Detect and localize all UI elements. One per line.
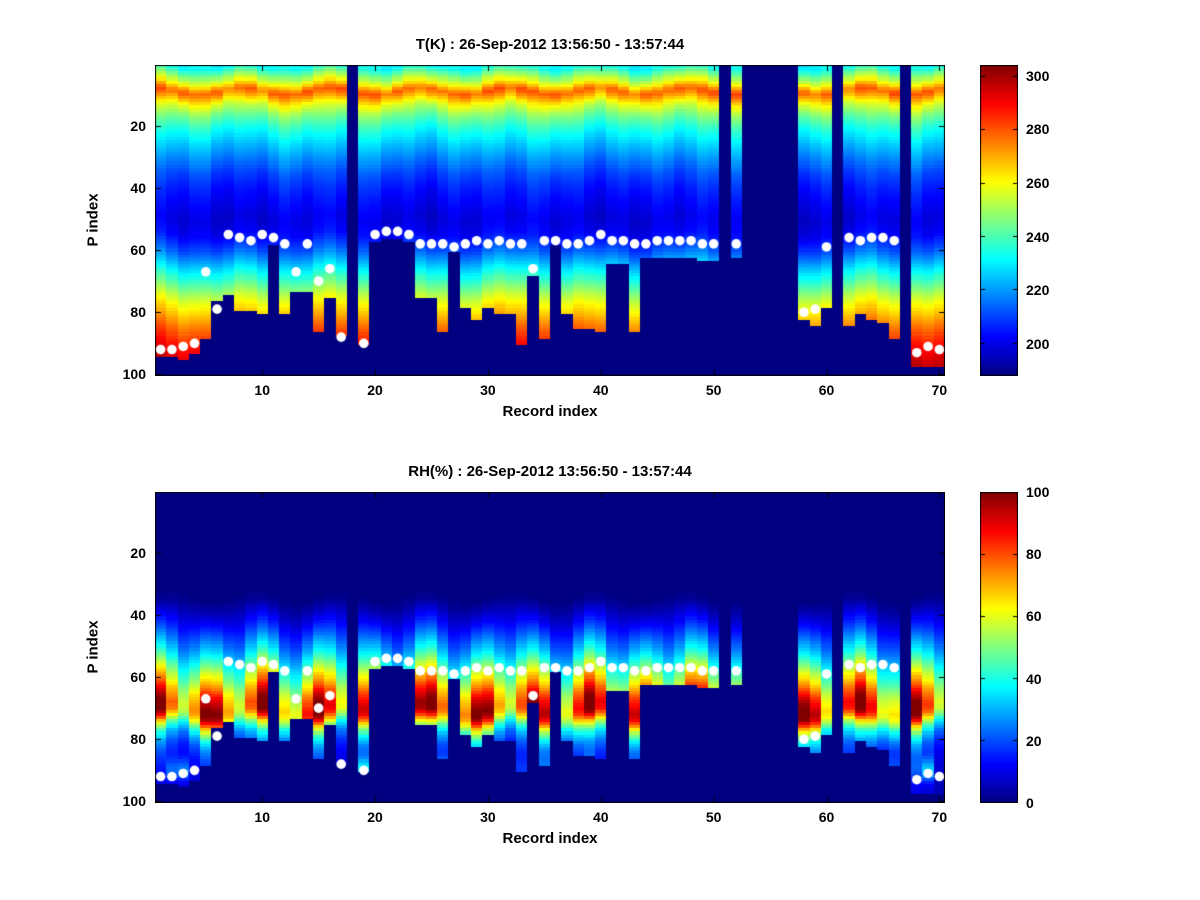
humidity-y-axis-label: P index [84,620,102,674]
humidity-colorbar [980,492,1018,803]
temperature-colorbar-tick-label: 200 [1026,335,1050,352]
relative_humidity-colorbar-tick-label: 60 [1026,608,1042,625]
relative_humidity-y-tick-label: 60 [130,669,146,686]
relative_humidity-x-tick-label: 60 [818,809,835,825]
relative_humidity-y-tick-label: 20 [130,544,146,561]
temperature-colorbar-tick-label: 240 [1026,228,1050,245]
humidity-plot-title: RH(%) : 26-Sep-2012 13:56:50 - 13:57:44 [408,463,692,480]
temperature-y-tick-label: 20 [130,117,146,134]
humidity-x-axis-label: Record index [502,830,598,847]
relative_humidity-colorbar-tick-label: 0 [1026,795,1034,811]
temperature-colorbar-tick-label: 260 [1026,174,1050,191]
temperature-colorbar [980,65,1018,376]
temperature-x-tick-label: 60 [818,382,835,398]
temperature-x-tick-label: 10 [254,382,270,398]
relative_humidity-colorbar-tick-label: 40 [1026,670,1042,687]
temperature-colorbar-tick-label: 300 [1026,67,1050,84]
temperature-x-tick-label: 50 [705,382,722,398]
relative_humidity-x-tick-label: 40 [592,809,609,825]
temperature-x-tick-label: 70 [931,382,948,398]
temperature-y-tick-label: 100 [122,366,146,383]
relative_humidity-y-tick-label: 100 [122,793,146,810]
temperature-y-tick-label: 60 [130,242,146,259]
temperature-y-tick-label: 80 [130,304,146,321]
temperature-y-axis-label: P index [84,193,102,247]
relative_humidity-colorbar-tick-label: 80 [1026,546,1042,563]
temperature-y-tick-label: 40 [130,179,146,196]
relative_humidity-x-tick-label: 30 [480,809,496,825]
relative_humidity-colorbar-tick-label: 100 [1026,484,1050,500]
temperature-x-tick-label: 30 [480,382,496,398]
temperature-x-axis-label: Record index [502,403,598,420]
relative_humidity-y-tick-label: 40 [130,606,146,623]
relative_humidity-x-tick-label: 20 [367,809,383,825]
relative_humidity-x-tick-label: 50 [705,809,722,825]
relative_humidity-colorbar-tick-label: 20 [1026,732,1042,749]
relative_humidity-y-tick-label: 80 [130,731,146,748]
relative_humidity-x-tick-label: 70 [931,809,948,825]
temperature-colorbar-tick-label: 220 [1026,282,1050,299]
humidity-heatmap [155,492,945,803]
temperature-colorbar-tick-label: 280 [1026,121,1050,138]
temperature-heatmap [155,65,945,376]
temperature-x-tick-label: 40 [592,382,609,398]
temperature-x-tick-label: 20 [367,382,383,398]
relative_humidity-x-tick-label: 10 [254,809,270,825]
temperature-plot-title: T(K) : 26-Sep-2012 13:56:50 - 13:57:44 [415,36,685,53]
